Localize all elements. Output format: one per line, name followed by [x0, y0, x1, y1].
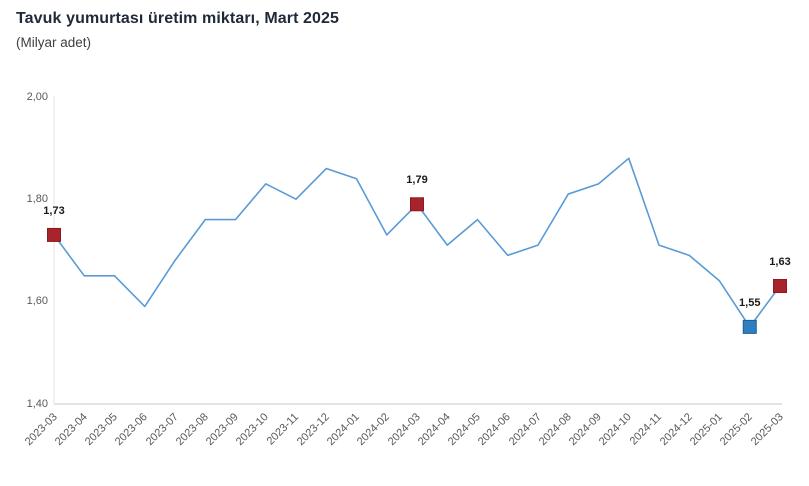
data-point-value-label: 1,79 — [406, 174, 428, 187]
y-axis-tick-label: 1,80 — [26, 193, 48, 206]
y-axis-tick-label: 2,00 — [26, 91, 48, 103]
chart-title: Tavuk yumurtası üretim miktarı, Mart 202… — [16, 10, 340, 27]
y-axis-tick-label: 1,40 — [26, 397, 48, 410]
data-point-marker-2025-03 — [773, 279, 787, 294]
data-point-marker-2024-03 — [410, 197, 424, 212]
data-point-marker-2023-03 — [47, 227, 61, 242]
chart-subtitle: (Milyar adet) — [16, 35, 92, 50]
data-point-value-label: 1,63 — [769, 256, 791, 268]
data-point-value-label: 1,55 — [739, 296, 761, 309]
data-point-value-label: 1,73 — [43, 204, 65, 217]
y-axis-tick-label: 1,60 — [26, 295, 48, 308]
data-point-marker-2025-02 — [742, 319, 757, 334]
